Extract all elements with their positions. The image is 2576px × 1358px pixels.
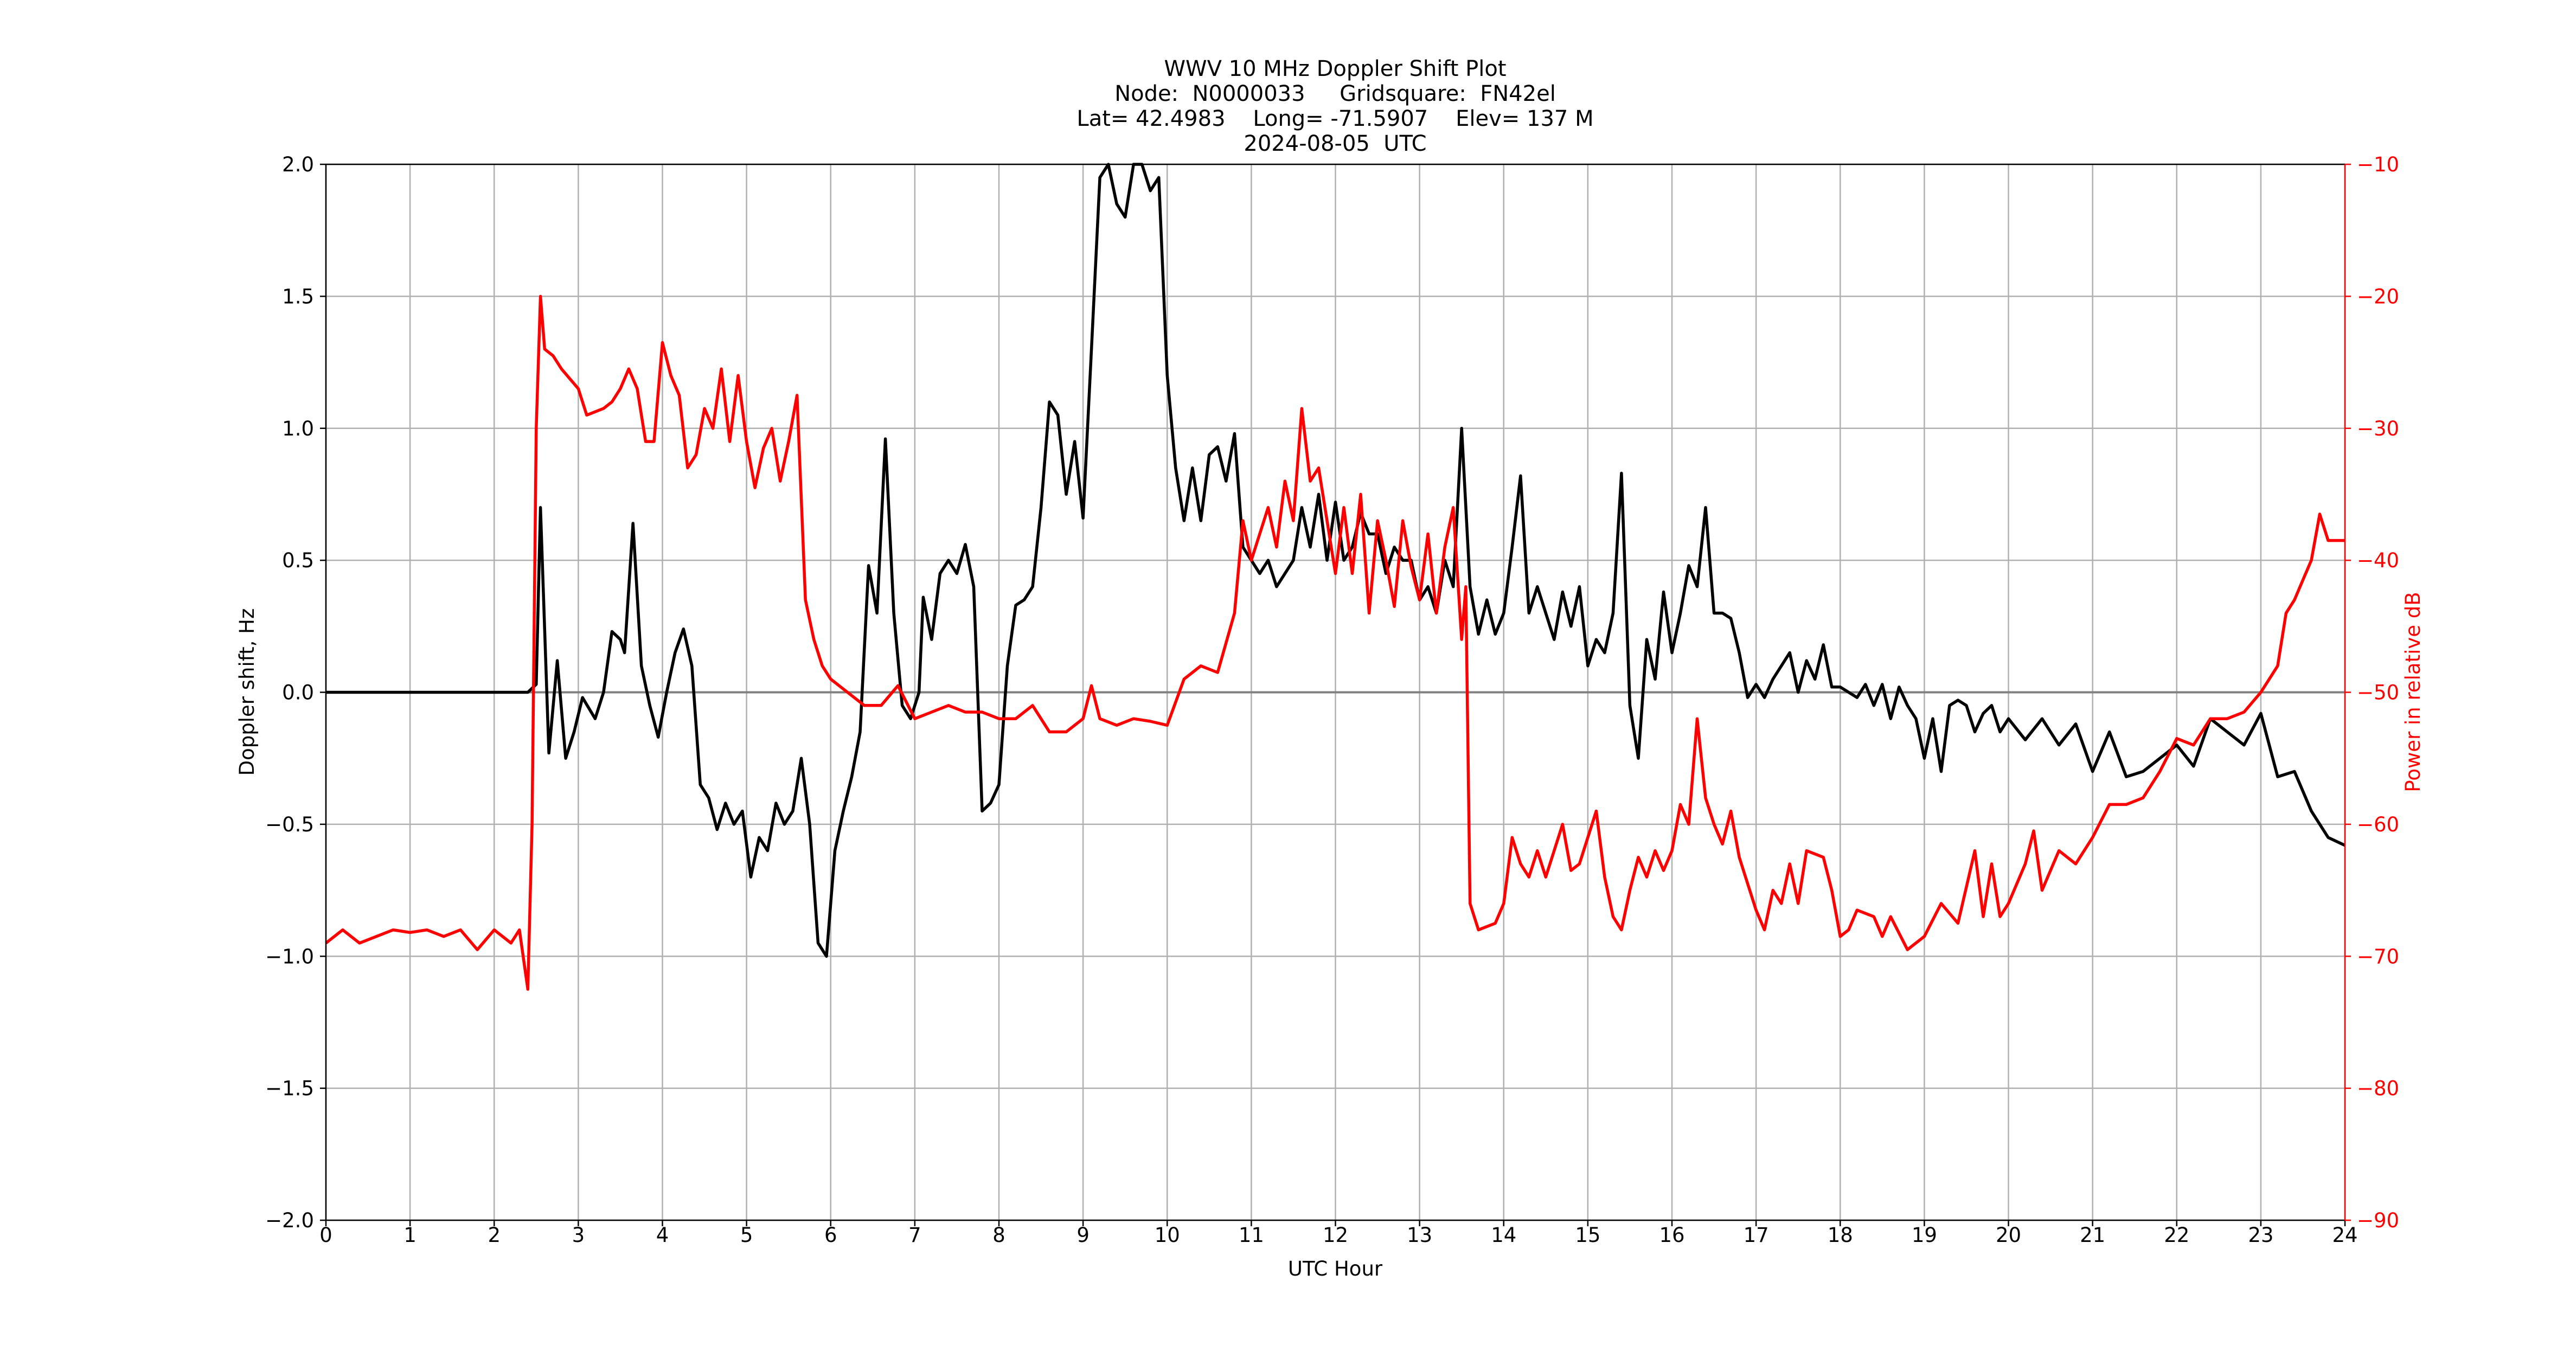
y2-tick-label: −20 bbox=[2357, 285, 2399, 308]
x-tick-label: 14 bbox=[1491, 1224, 1516, 1247]
y2-tick-label: −30 bbox=[2357, 417, 2399, 440]
chart-title: Lat= 42.4983 Long= -71.5907 Elev= 137 M bbox=[1076, 106, 1593, 131]
x-tick-label: 9 bbox=[1076, 1224, 1090, 1247]
x-tick-label: 13 bbox=[1407, 1224, 1432, 1247]
y2-tick-label: −50 bbox=[2357, 681, 2399, 704]
chart-title: 2024-08-05 UTC bbox=[1244, 131, 1426, 156]
y2-tick-label: −70 bbox=[2357, 945, 2399, 968]
y-tick-label: −0.5 bbox=[265, 813, 314, 836]
data-line bbox=[325, 294, 2345, 991]
y-tick-label: 1.0 bbox=[282, 417, 314, 440]
x-tick-label: 15 bbox=[1575, 1224, 1600, 1247]
y-axis-label: Doppler shift, Hz bbox=[235, 608, 259, 776]
x-axis-label: UTC Hour bbox=[1288, 1257, 1383, 1280]
y-tick-label: −1.0 bbox=[265, 945, 314, 968]
y2-tick-label: −80 bbox=[2357, 1077, 2399, 1100]
x-tick-label: 5 bbox=[740, 1224, 753, 1247]
chart-title: Node: N0000033 Gridsquare: FN42el bbox=[1114, 81, 1556, 106]
x-tick-label: 7 bbox=[908, 1224, 921, 1247]
x-tick-label: 16 bbox=[1659, 1224, 1684, 1247]
y2-tick-label: −90 bbox=[2357, 1209, 2399, 1232]
x-tick-label: 2 bbox=[488, 1224, 501, 1247]
x-tick-label: 6 bbox=[824, 1224, 837, 1247]
x-tick-label: 19 bbox=[1912, 1224, 1937, 1247]
y2-axis-label: Power in relative dB bbox=[2401, 592, 2425, 792]
y2-tick-label: −60 bbox=[2357, 813, 2399, 836]
y2-tick-label: −10 bbox=[2357, 153, 2399, 176]
x-tick-label: 20 bbox=[1996, 1224, 2021, 1247]
x-tick-label: 12 bbox=[1323, 1224, 1348, 1247]
x-tick-label: 21 bbox=[2080, 1224, 2105, 1247]
x-tick-label: 17 bbox=[1744, 1224, 1769, 1247]
y-tick-label: −2.0 bbox=[265, 1209, 314, 1232]
x-tick-label: 4 bbox=[656, 1224, 669, 1247]
y-tick-label: 1.5 bbox=[282, 285, 314, 308]
x-tick-label: 8 bbox=[992, 1224, 1005, 1247]
x-tick-label: 23 bbox=[2248, 1224, 2273, 1247]
x-tick-label: 3 bbox=[572, 1224, 585, 1247]
chart-title: WWV 10 MHz Doppler Shift Plot bbox=[1164, 56, 1506, 81]
x-tick-label: 11 bbox=[1239, 1224, 1264, 1247]
data-line bbox=[326, 163, 2346, 958]
x-tick-label: 22 bbox=[2164, 1224, 2189, 1247]
y-tick-label: −1.5 bbox=[265, 1077, 314, 1100]
y-tick-label: 2.0 bbox=[282, 153, 314, 176]
x-tick-label: 18 bbox=[1828, 1224, 1853, 1247]
x-tick-label: 0 bbox=[319, 1224, 332, 1247]
y-tick-label: 0.5 bbox=[282, 549, 314, 572]
x-tick-label: 24 bbox=[2332, 1224, 2357, 1247]
y-tick-label: 0.0 bbox=[282, 681, 314, 704]
x-tick-label: 1 bbox=[403, 1224, 416, 1247]
x-tick-label: 10 bbox=[1155, 1224, 1180, 1247]
y2-tick-label: −40 bbox=[2357, 549, 2399, 572]
